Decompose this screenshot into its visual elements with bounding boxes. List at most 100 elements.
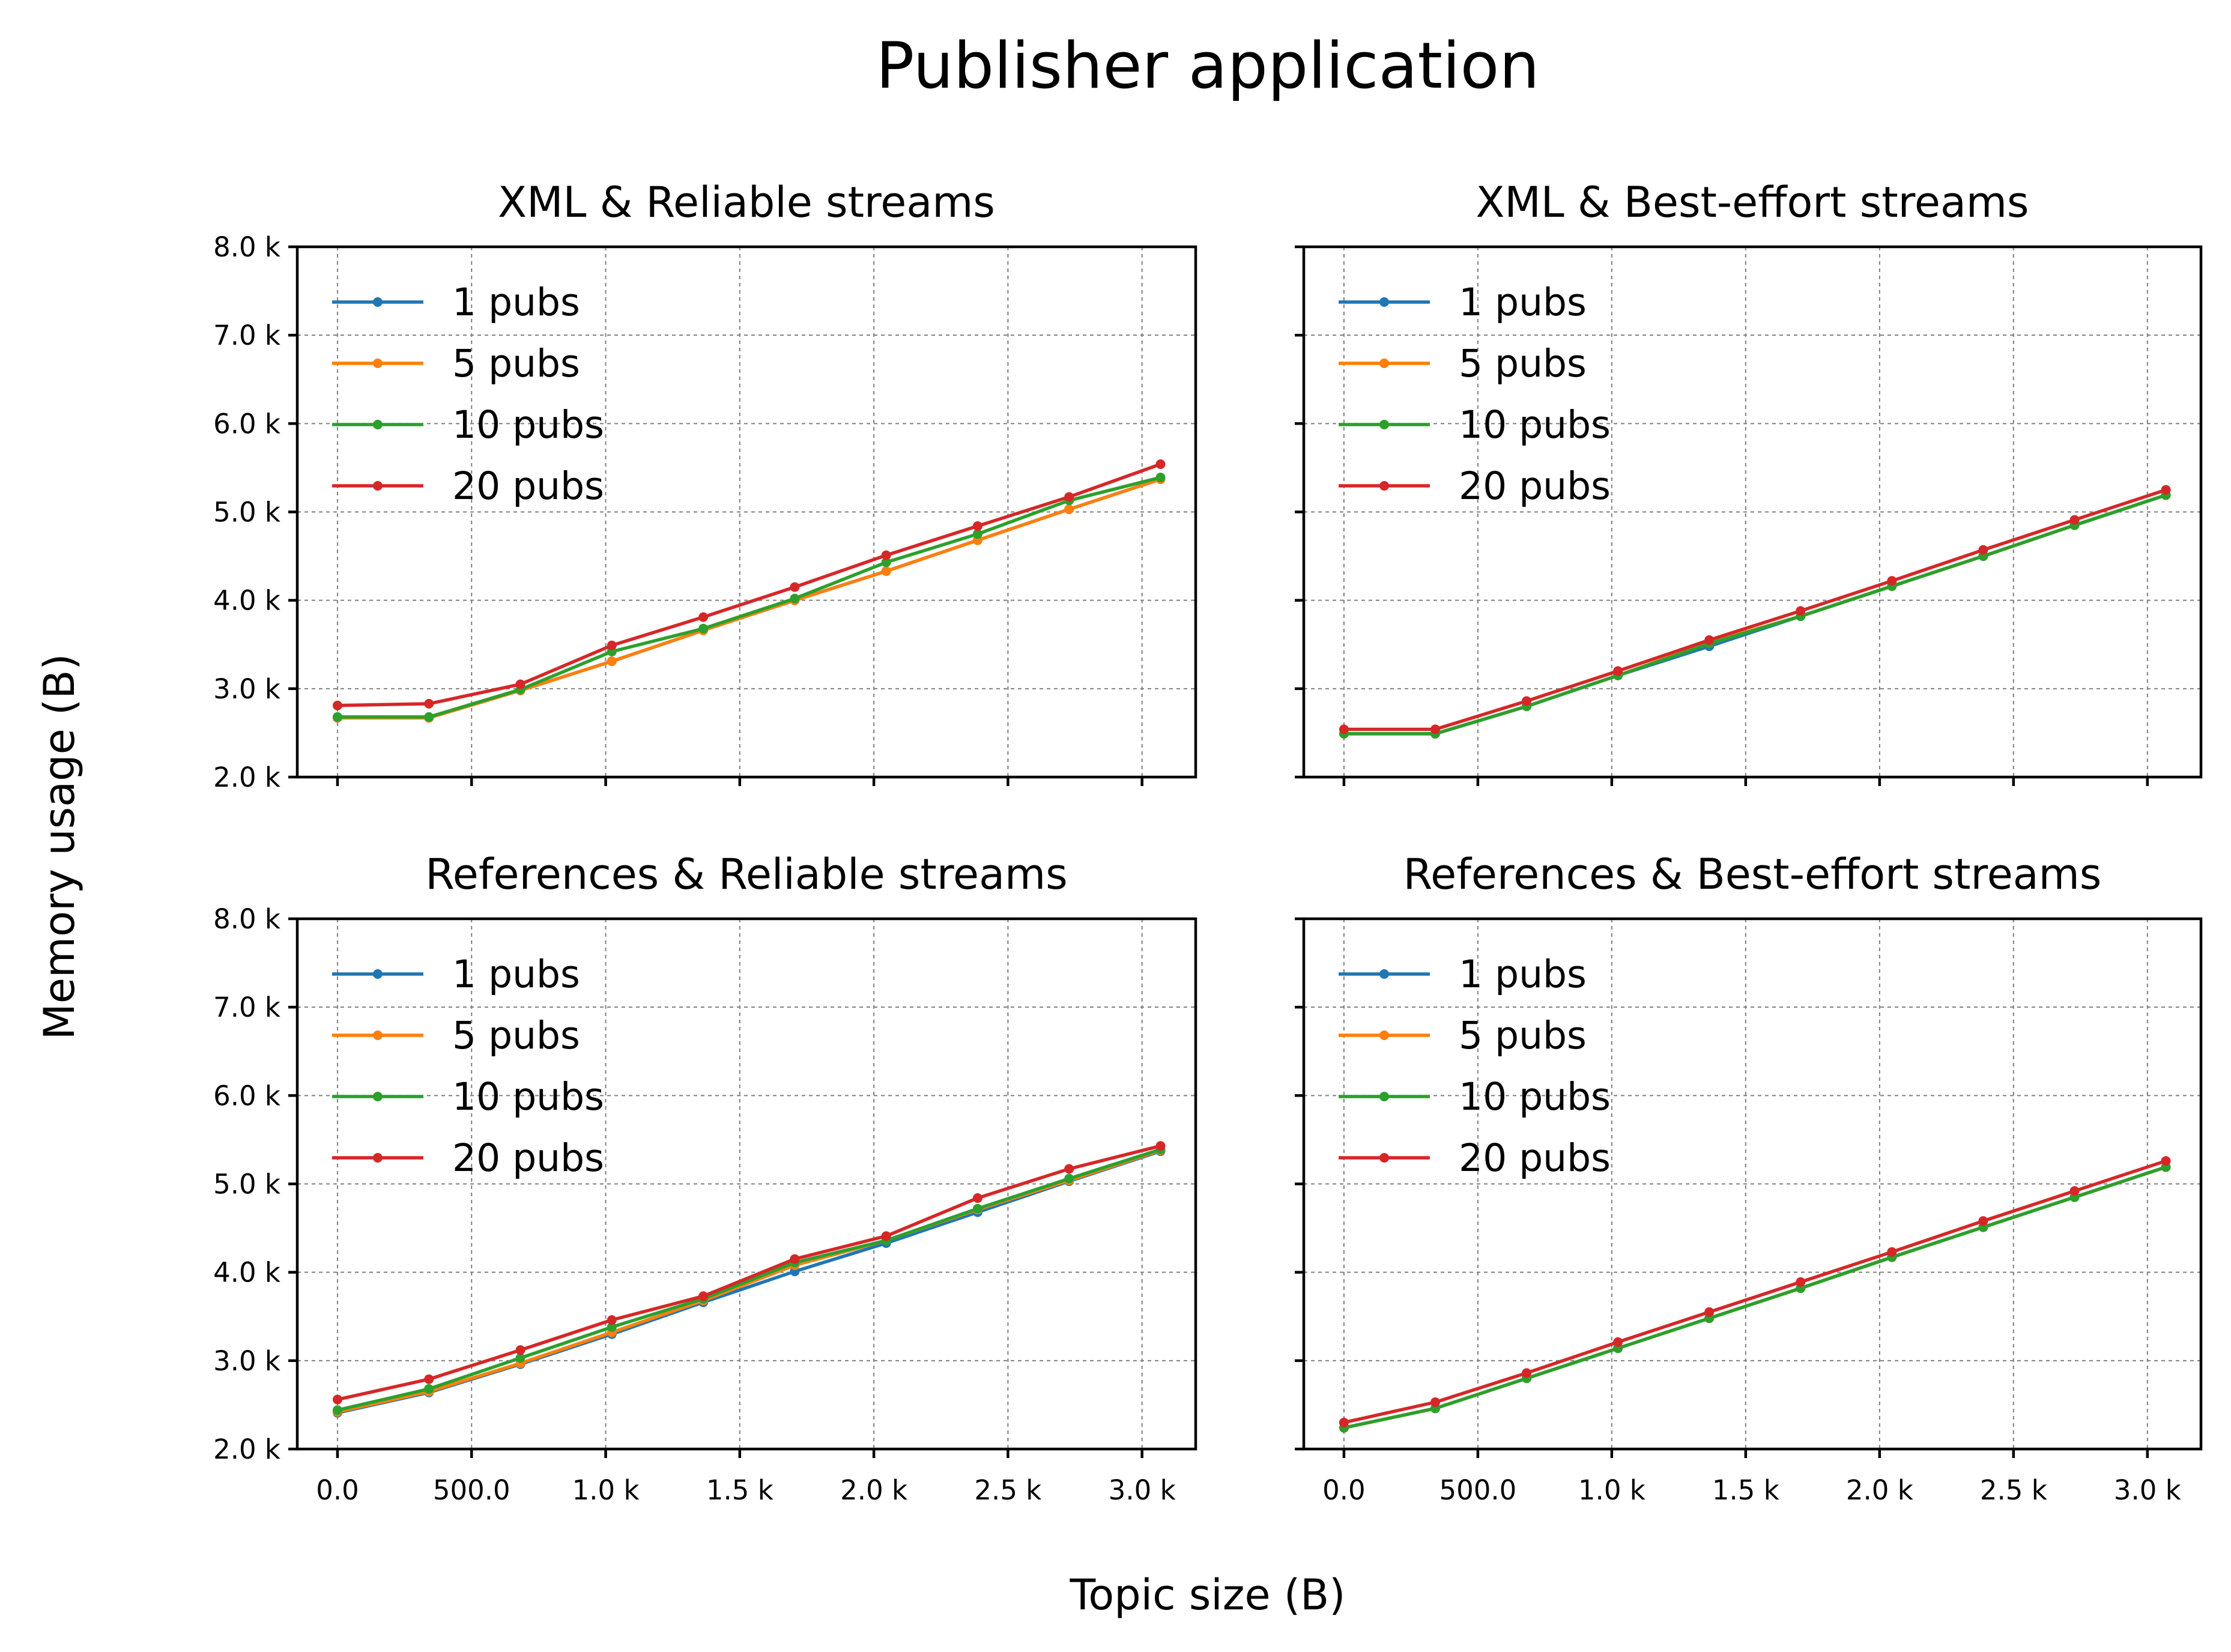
data-point	[332, 1405, 342, 1415]
data-point	[1339, 1417, 1349, 1427]
y-tick-label: 8.0 k	[213, 231, 280, 263]
data-point	[1155, 473, 1166, 483]
x-tick-label: 2.0 k	[840, 1474, 907, 1506]
data-point	[881, 1231, 891, 1241]
series-line	[1343, 493, 2167, 736]
x-tick-label: 500.0	[433, 1474, 510, 1506]
legend-label: 10 pubs	[452, 1075, 604, 1119]
legend-marker	[373, 1153, 383, 1163]
x-tick-label: 500.0	[1439, 1474, 1516, 1506]
legend: 1 pubs 5 pubs 10 pubs 20 pubs	[332, 952, 604, 1180]
legend-label: 20 pubs	[452, 464, 604, 508]
plot-frame	[1302, 917, 2203, 1451]
data-point	[607, 1315, 617, 1325]
legend-entry-1-pubs: 1 pubs	[332, 952, 580, 996]
data-point	[790, 582, 800, 592]
data-point	[332, 712, 342, 722]
series-20-pubs	[1339, 1156, 2171, 1427]
data-point	[2069, 1186, 2080, 1196]
y-tick-label: 6.0 k	[213, 1080, 280, 1112]
figure-title: Publisher application	[876, 29, 1539, 103]
x-axis-label: Topic size (B)	[1070, 1570, 1346, 1620]
data-point	[1430, 724, 1440, 734]
data-point	[881, 557, 891, 567]
legend-label: 1 pubs	[452, 952, 580, 996]
x-tick-label: 2.0 k	[1846, 1474, 1913, 1506]
x-tick-label: 3.0 k	[2114, 1474, 2181, 1506]
series-20-pubs	[332, 459, 1166, 710]
legend-label: 10 pubs	[1459, 403, 1611, 447]
legend-marker	[373, 969, 383, 979]
data-point	[2161, 485, 2171, 495]
legend-label: 1 pubs	[1459, 952, 1587, 996]
legend: 1 pubs 5 pubs 10 pubs 20 pubs	[1339, 280, 1611, 508]
x-tick-label: 1.5 k	[1712, 1474, 1779, 1506]
legend-label: 5 pubs	[452, 342, 580, 386]
plot-frame	[295, 245, 1197, 779]
x-tick-label: 0.0	[316, 1474, 359, 1506]
legend-marker	[373, 1092, 383, 1101]
x-tick-label: 0.0	[1322, 1474, 1366, 1506]
y-tick-label: 5.0 k	[213, 1169, 280, 1200]
legend-entry-1-pubs: 1 pubs	[332, 280, 580, 324]
y-tick-label: 6.0 k	[213, 408, 280, 440]
legend-marker	[373, 359, 383, 368]
y-tick-label: 3.0 k	[213, 673, 280, 705]
x-tick-label: 1.0 k	[1578, 1474, 1645, 1506]
legend-marker	[1379, 359, 1389, 368]
x-tick-label: 3.0 k	[1109, 1474, 1176, 1506]
data-point	[1796, 606, 1806, 616]
data-point	[1978, 1216, 1988, 1226]
legend-label: 10 pubs	[452, 403, 604, 447]
data-point	[1430, 1397, 1440, 1408]
legend-entry-5-pubs: 5 pubs	[1339, 1014, 1587, 1057]
y-tick-label: 7.0 k	[213, 991, 280, 1023]
x-tick-label: 1.5 k	[706, 1474, 773, 1506]
y-tick-label: 2.0 k	[213, 1433, 280, 1465]
legend-marker	[1379, 1092, 1389, 1101]
subplots: 2.0 k 3.0 k 4.0 k 5.0 k 6.0 k 7.0 k 8.0 k XML &…	[213, 178, 2203, 1506]
series-10-pubs	[332, 473, 1166, 722]
legend-marker	[1379, 1030, 1389, 1040]
subplot-references-reliable: 0.0 500.0 1.0 k 1.5 k 2.0 k 2.5 k 3.0 k 2.0 k 3.…	[213, 850, 1197, 1506]
y-tick-label: 5.0 k	[213, 497, 280, 528]
y-tick-label: 7.0 k	[213, 319, 280, 351]
data-point	[1978, 545, 1988, 555]
data-point	[515, 679, 525, 689]
legend-marker	[1379, 969, 1389, 979]
series-20-pubs	[1339, 485, 2171, 734]
legend-entry-1-pubs: 1 pubs	[1339, 952, 1587, 996]
legend-marker	[373, 1030, 383, 1040]
y-tick-label: 2.0 k	[213, 761, 280, 793]
data-point	[881, 550, 891, 560]
subplot-references-best-effort: 0.0 500.0 1.0 k 1.5 k 2.0 k 2.5 k 3.0 k Referen…	[1295, 850, 2203, 1506]
data-point	[698, 612, 709, 622]
legend-entry-5-pubs: 5 pubs	[1339, 342, 1587, 386]
series-line	[337, 1144, 1161, 1402]
legend-label: 20 pubs	[452, 1136, 604, 1180]
data-point	[1613, 1337, 1623, 1347]
data-point	[424, 1374, 434, 1384]
legend-label: 20 pubs	[1459, 1136, 1611, 1180]
legend-entry-10-pubs: 10 pubs	[1339, 1075, 1611, 1119]
data-point	[1064, 504, 1074, 515]
plot-frame	[295, 917, 1197, 1451]
legend-marker	[1379, 297, 1389, 307]
legend-marker	[1379, 1153, 1389, 1163]
data-point	[972, 1203, 982, 1214]
data-point	[1522, 1368, 1532, 1378]
data-point	[607, 656, 617, 667]
series-line	[1343, 1165, 2167, 1430]
data-point	[1064, 1173, 1074, 1184]
subplot-xml-best-effort: XML & Best-effort streams 1 pubs 5 pubs 10 …	[1295, 178, 2203, 786]
legend-marker	[373, 420, 383, 429]
data-point	[424, 712, 434, 722]
y-tick-label: 3.0 k	[213, 1345, 280, 1377]
data-point	[790, 1254, 800, 1264]
series-line	[338, 477, 1161, 720]
data-point	[1339, 724, 1349, 734]
data-point	[1887, 1247, 1897, 1257]
legend-entry-5-pubs: 5 pubs	[332, 342, 580, 386]
legend-label: 20 pubs	[1459, 464, 1611, 508]
data-point	[1155, 1141, 1166, 1151]
